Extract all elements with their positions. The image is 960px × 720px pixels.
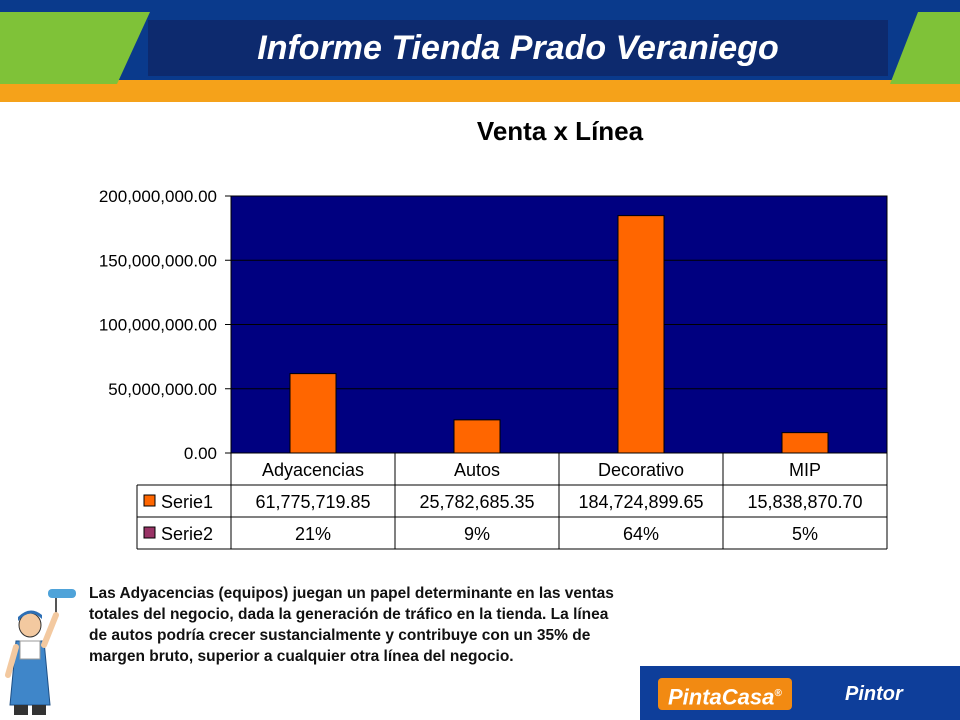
data-label: 5%	[792, 524, 818, 544]
painter-mascot-icon	[5, 589, 76, 715]
pintacasa-logo: PintaCasa®	[658, 678, 792, 710]
y-tick-label: 200,000,000.00	[99, 187, 217, 206]
data-label: 9%	[464, 524, 490, 544]
category-label: Decorativo	[598, 460, 684, 480]
category-label: Adyacencias	[262, 460, 364, 480]
analysis-caption: Las Adyacencias (equipos) juegan un pape…	[89, 585, 614, 665]
data-label: 61,775,719.85	[255, 492, 370, 512]
legend-key	[143, 494, 156, 507]
series-label: Serie1	[161, 492, 213, 512]
data-label: 64%	[623, 524, 659, 544]
series-label: Serie2	[161, 524, 213, 544]
pintor-logo: Pintor	[845, 683, 903, 705]
data-label: 15,838,870.70	[747, 492, 862, 512]
bar	[781, 432, 829, 454]
category-label: Autos	[454, 460, 500, 480]
category-label: MIP	[789, 460, 821, 480]
y-tick-label: 150,000,000.00	[99, 251, 217, 270]
page-title: Informe Tienda Prado Veraniego	[257, 29, 779, 67]
header-stripe	[0, 80, 960, 102]
data-label: 25,782,685.35	[419, 492, 534, 512]
title-panel	[148, 20, 888, 76]
y-tick-label: 50,000,000.00	[108, 380, 217, 399]
data-label: 21%	[295, 524, 331, 544]
paint-roller-icon	[48, 589, 76, 598]
chart-title: Venta x Línea	[476, 116, 644, 146]
bar	[617, 215, 665, 454]
y-tick-label: 100,000,000.00	[99, 316, 217, 335]
data-label: 184,724,899.65	[578, 492, 703, 512]
legend-key	[143, 526, 156, 539]
bar	[453, 419, 501, 454]
y-tick-label: 0.00	[184, 444, 217, 463]
bar	[289, 373, 337, 454]
